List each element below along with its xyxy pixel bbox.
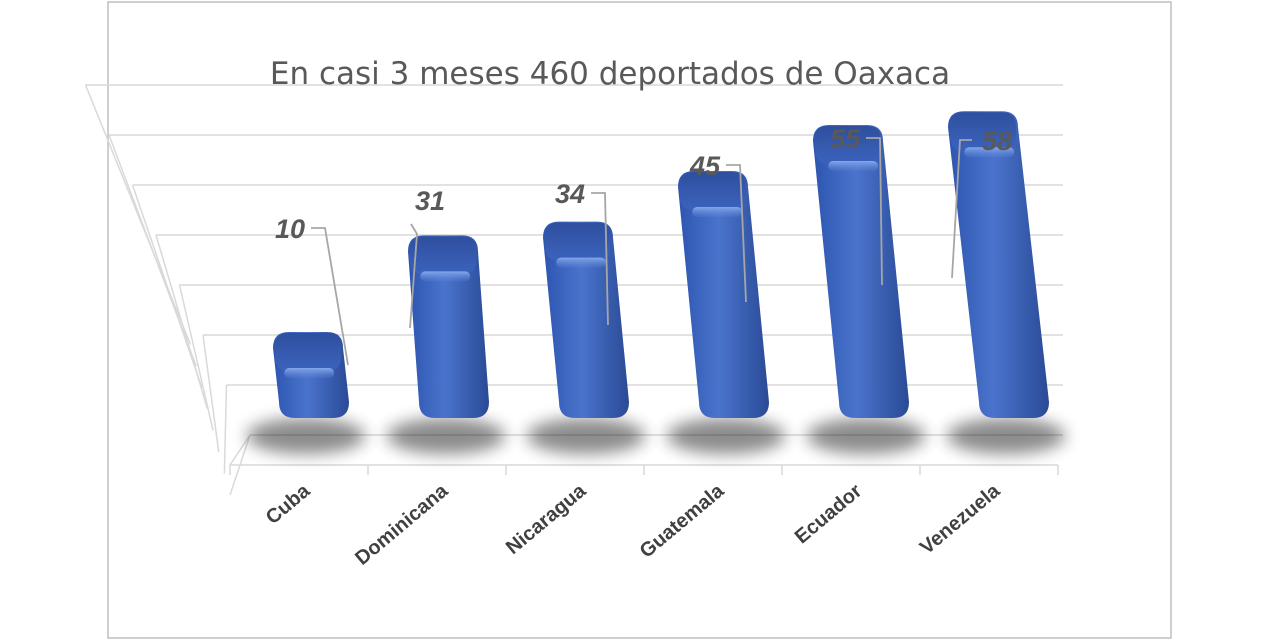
bar-highlight <box>964 147 1015 158</box>
bar-dominicana <box>408 235 489 418</box>
leader-line <box>311 227 349 366</box>
bar-shadow <box>666 418 786 454</box>
bar-body <box>948 111 1049 418</box>
gridline-side <box>229 434 251 496</box>
bar-shadow <box>386 418 506 454</box>
leader-line <box>726 164 747 303</box>
gridline-side <box>223 384 228 474</box>
bar-highlight <box>420 271 471 282</box>
data-label: 45 <box>689 151 721 181</box>
bar-shadow <box>806 418 926 454</box>
bar-body <box>678 171 769 418</box>
data-labels: 10 31 34 45 55 58 <box>275 124 1012 366</box>
chart-title: En casi 3 meses 460 deportados de Oaxaca <box>270 56 950 92</box>
leader-line <box>409 223 418 329</box>
bar-highlight <box>284 368 335 378</box>
leader-line <box>591 192 609 326</box>
floor-left-edge <box>229 434 251 466</box>
data-label: 55 <box>830 124 861 154</box>
data-label: 34 <box>555 179 585 209</box>
bar-shadows <box>246 418 1066 454</box>
bar-cuba <box>273 332 349 418</box>
data-label: 58 <box>982 126 1012 156</box>
bars <box>273 111 1049 418</box>
bar-top <box>815 126 881 164</box>
bar-shadow <box>246 418 366 454</box>
data-label: 31 <box>415 186 445 216</box>
bar-highlight <box>556 257 607 268</box>
bar-body <box>813 125 909 418</box>
bar-top <box>275 333 341 371</box>
bar-shadow <box>946 418 1066 454</box>
bar-top <box>410 236 476 275</box>
gridline-side <box>202 334 220 453</box>
bar-ecuador <box>813 125 909 418</box>
gridline-side <box>178 284 214 431</box>
bar-top <box>545 222 611 261</box>
bar-guatemala <box>678 171 769 418</box>
leader-line <box>951 139 972 279</box>
bar-top <box>680 172 746 210</box>
gridline-side <box>84 84 192 345</box>
leader-line <box>866 137 883 286</box>
data-label: 10 <box>275 214 305 244</box>
bar-highlight <box>828 161 879 171</box>
bar-highlight <box>692 207 743 217</box>
bar-venezuela <box>948 111 1049 418</box>
bar-shadow <box>526 418 646 454</box>
